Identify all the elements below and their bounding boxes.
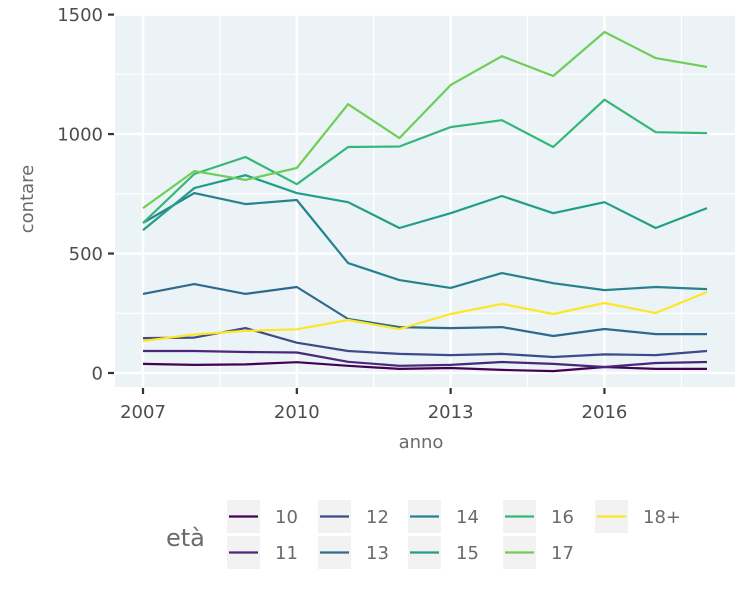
legend-item-18plus: 18+: [595, 500, 681, 533]
legend-label: 12: [366, 507, 389, 528]
series-line-14: [142, 192, 708, 292]
y-tick-label: 1000: [57, 125, 103, 146]
legend-item-10: 10: [227, 500, 298, 533]
legend-item-14: 14: [408, 500, 479, 533]
legend-label: 16: [551, 507, 574, 528]
legend-label: 14: [456, 507, 479, 528]
series-line-13: [142, 283, 707, 338]
legend-item-13: 13: [318, 536, 389, 569]
y-axis-title: contare: [17, 165, 38, 233]
series-line-18plus: [142, 290, 708, 343]
x-tick-label: 2013: [428, 402, 474, 423]
legend-item-12: 12: [318, 500, 389, 533]
series-line-16: [142, 98, 708, 224]
legend-item-17: 17: [503, 536, 574, 569]
legend-label: 10: [275, 507, 298, 528]
legend-item-11: 11: [227, 536, 298, 569]
legend-label: 11: [275, 543, 298, 564]
plot-panel: [115, 15, 735, 387]
legend-item-15: 15: [408, 536, 479, 569]
x-tick-label: 2007: [120, 402, 166, 423]
y-axis: 0 500 1000 1500: [57, 5, 114, 385]
legend: età 10 11 12 13 14 15 16 17 18+: [166, 500, 681, 569]
series-line-17: [142, 30, 708, 209]
legend-label: 17: [551, 543, 574, 564]
x-axis: 2007 2010 2013 2016: [120, 388, 627, 423]
minor-gridlines: [115, 15, 735, 387]
y-tick-label: 0: [92, 364, 103, 385]
series-lines: [142, 30, 708, 373]
y-tick-label: 500: [69, 244, 103, 265]
legend-title: età: [166, 524, 205, 552]
x-axis-title: anno: [399, 432, 444, 453]
y-tick-label: 1500: [57, 5, 103, 26]
series-line-11: [143, 349, 708, 369]
legend-label: 15: [456, 543, 479, 564]
legend-item-16: 16: [503, 500, 574, 533]
legend-label: 18+: [643, 507, 681, 528]
series-line-12: [142, 327, 708, 359]
x-tick-label: 2010: [274, 402, 320, 423]
legend-label: 13: [366, 543, 389, 564]
x-tick-label: 2016: [582, 402, 628, 423]
